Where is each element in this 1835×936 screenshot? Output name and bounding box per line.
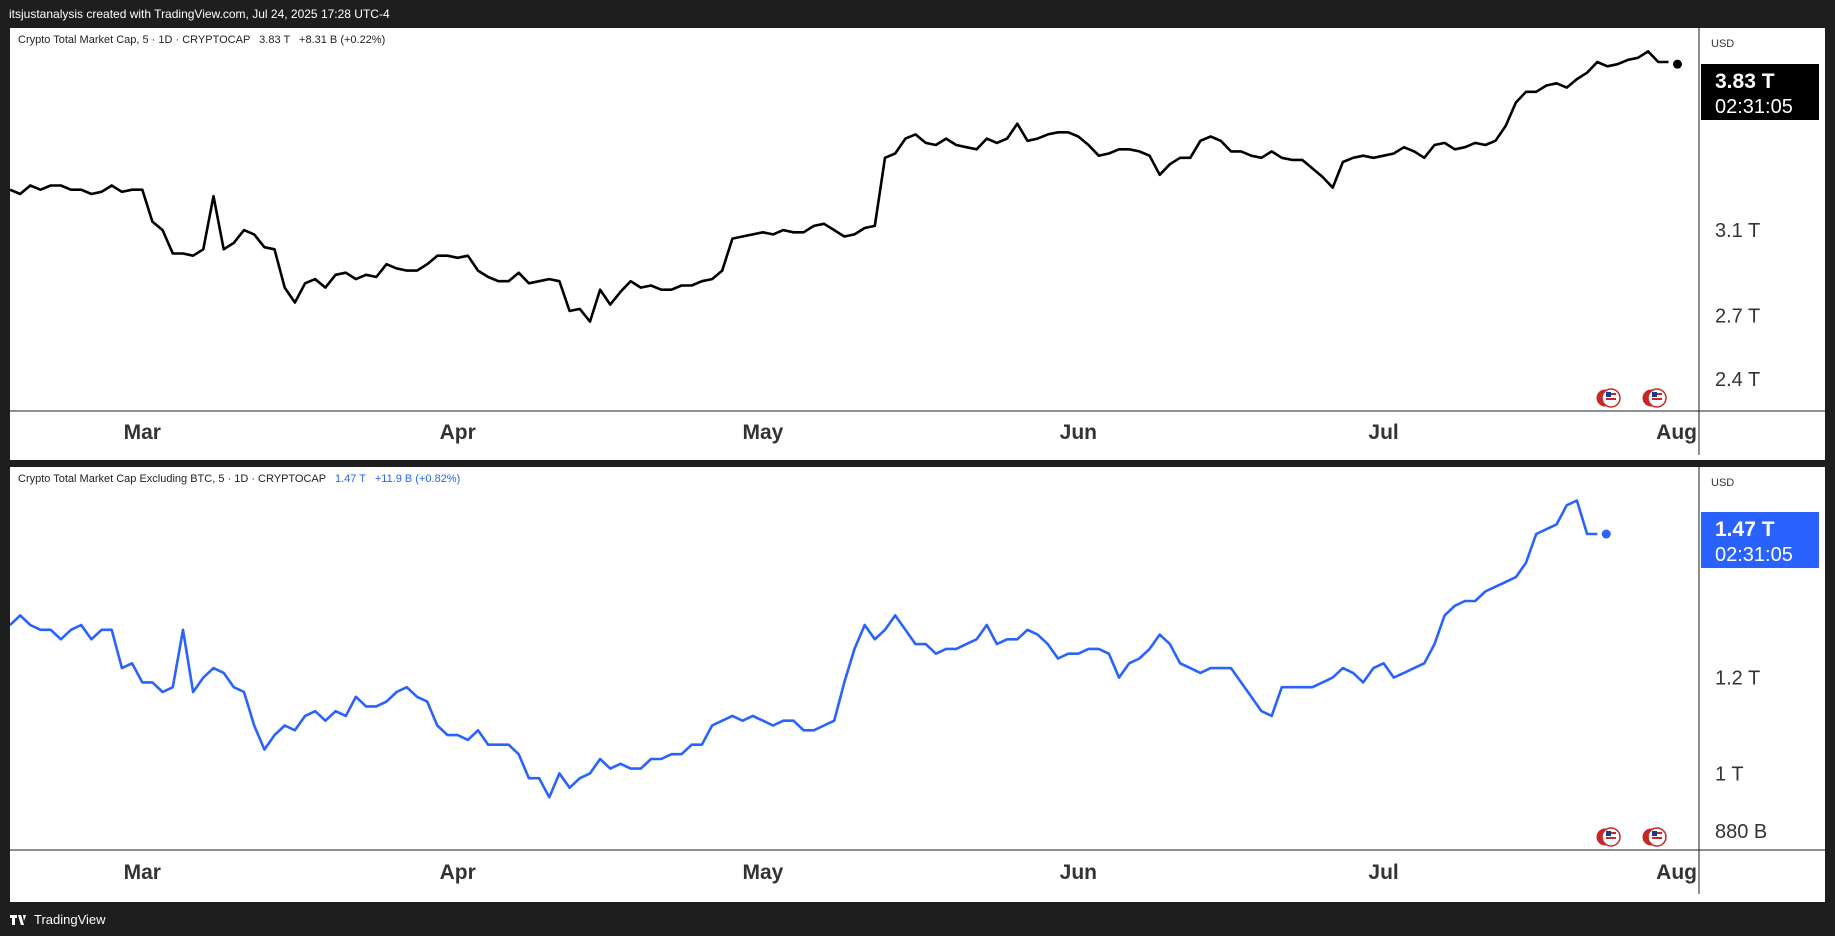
price-label-box	[1701, 512, 1819, 568]
y-tick-label: 3.1 T	[1715, 220, 1760, 242]
last-point-dot	[1672, 59, 1682, 69]
countdown-text: 02:31:05	[1715, 544, 1793, 566]
tradingview-logo-icon	[10, 914, 26, 925]
us-flag-event-icon	[1595, 388, 1621, 408]
legend-change: +8.31 B (+0.22%)	[299, 34, 386, 46]
y-tick-label: 1 T	[1715, 763, 1744, 785]
legend-total: Crypto Total Market Cap, 5 · 1D · CRYPTO…	[18, 34, 385, 46]
chart-svg-excluding-btc[interactable]: 1.2 T 1 T 880 B Mar Apr May Jun Jul Aug USD 1.47 T…	[10, 467, 1825, 902]
price-label-box	[1701, 64, 1819, 120]
x-tick-label: Apr	[440, 861, 476, 884]
attribution-text: itsjustanalysis created with TradingView…	[9, 7, 390, 21]
us-flag-event-icon	[1641, 827, 1667, 847]
legend-change: +11.9 B (+0.82%)	[374, 473, 461, 485]
price-label-text: 3.83 T	[1715, 70, 1775, 93]
x-tick-label: May	[742, 861, 783, 884]
y-tick-label: 880 B	[1715, 821, 1767, 843]
legend-title: Crypto Total Market Cap Excluding BTC, 5…	[18, 473, 326, 485]
x-tick-label: Aug	[1656, 421, 1697, 444]
series-line	[10, 499, 1598, 799]
legend-excluding-btc: Crypto Total Market Cap Excluding BTC, 5…	[18, 473, 460, 485]
currency-label: USD	[1711, 477, 1734, 489]
footer-bar: TradingView	[0, 903, 1835, 936]
y-tick-label: 1.2 T	[1715, 668, 1760, 690]
price-label-text: 1.47 T	[1715, 518, 1775, 541]
us-flag-event-icon	[1595, 827, 1621, 847]
last-point-dot	[1601, 529, 1611, 539]
x-tick-label: Jun	[1060, 421, 1097, 444]
chart-panel-excluding-btc[interactable]: 1.2 T 1 T 880 B Mar Apr May Jun Jul Aug USD 1.47 T…	[10, 467, 1825, 902]
y-tick-label: 2.7 T	[1715, 305, 1760, 327]
us-flag-event-icon	[1641, 388, 1667, 408]
footer-brand: TradingView	[34, 912, 106, 927]
legend-last-value: 3.83 T	[259, 34, 290, 46]
x-tick-label: Apr	[440, 421, 476, 444]
attribution-bar: itsjustanalysis created with TradingView…	[0, 0, 1835, 28]
x-tick-label: Jun	[1060, 861, 1097, 884]
legend-last-value: 1.47 T	[334, 473, 366, 485]
currency-label: USD	[1711, 38, 1734, 50]
x-tick-label: Jul	[1368, 861, 1398, 884]
x-tick-label: Mar	[124, 861, 161, 884]
x-tick-label: May	[742, 421, 783, 444]
chart-svg-total[interactable]: 3.1 T 2.7 T 2.4 T Mar Apr May Jun Jul Aug USD 3.83…	[10, 28, 1825, 460]
chart-panel-total-market-cap[interactable]: 3.1 T 2.7 T 2.4 T Mar Apr May Jun Jul Aug USD 3.83…	[10, 28, 1825, 460]
series-line	[10, 50, 1669, 323]
legend-title: Crypto Total Market Cap, 5 · 1D · CRYPTO…	[18, 34, 251, 46]
x-tick-label: Mar	[124, 421, 161, 444]
x-tick-label: Aug	[1656, 861, 1697, 884]
x-tick-label: Jul	[1368, 421, 1398, 444]
y-tick-label: 2.4 T	[1715, 369, 1760, 391]
countdown-text: 02:31:05	[1715, 96, 1793, 118]
